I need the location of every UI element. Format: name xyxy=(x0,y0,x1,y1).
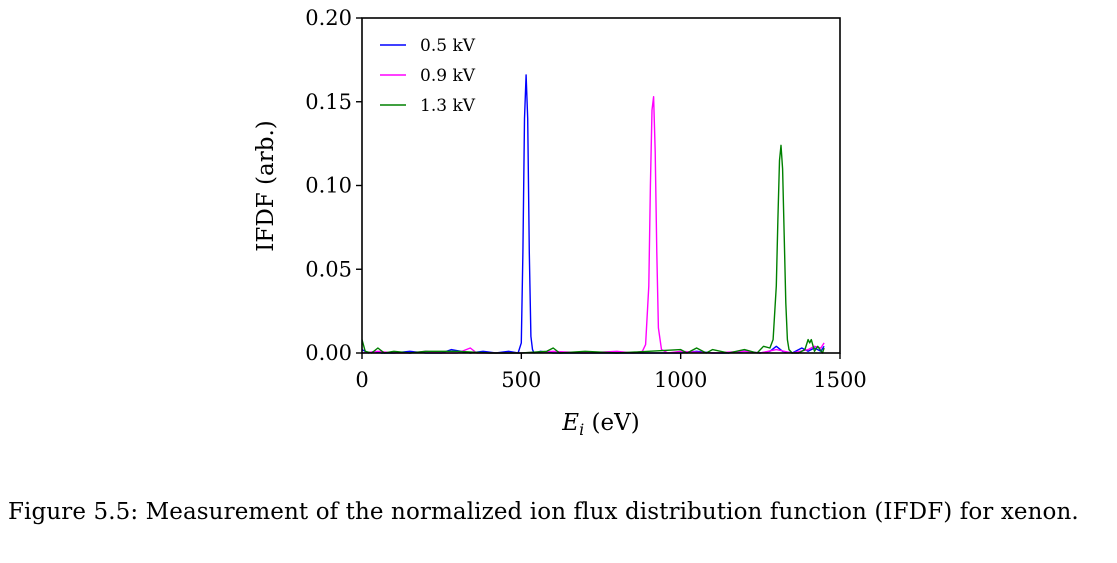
legend-label-3: 1.3 kV xyxy=(420,96,476,116)
ifdf-chart: 0 500 1000 1500 0.00 0.05 0.10 0.15 0.20 Ei (eV… xyxy=(253,6,867,439)
x-axis-label: Ei (eV) xyxy=(561,410,639,439)
x-axis-label-unit: (eV) xyxy=(584,410,639,436)
series-line-2 xyxy=(361,95,825,354)
figure-caption: Figure 5.5: Measurement of the normalize… xyxy=(8,499,1079,525)
y-tick-label: 0.10 xyxy=(305,174,352,198)
x-axis-label-subscript: i xyxy=(579,420,584,439)
x-axis-label-variable: E xyxy=(561,410,579,436)
legend-label-1: 0.5 kV xyxy=(420,36,476,56)
y-tick-label: 0.00 xyxy=(305,341,352,365)
plot-area xyxy=(361,74,825,354)
legend: 0.5 kV 0.9 kV 1.3 kV xyxy=(380,36,476,116)
legend-label-2: 0.9 kV xyxy=(420,66,476,86)
x-tick-label: 1000 xyxy=(654,368,707,392)
x-tick-label: 500 xyxy=(501,368,541,392)
series-line-3 xyxy=(361,144,825,354)
x-axis: 0 500 1000 1500 xyxy=(355,353,867,392)
y-axis: 0.00 0.05 0.10 0.15 0.20 xyxy=(305,6,362,365)
y-axis-label: IFDF (arb.) xyxy=(253,120,279,251)
y-tick-label: 0.15 xyxy=(305,90,352,114)
x-tick-label: 0 xyxy=(355,368,368,392)
y-tick-label: 0.20 xyxy=(305,6,352,30)
y-tick-label: 0.05 xyxy=(305,257,352,281)
series-line-1 xyxy=(361,74,825,354)
x-tick-label: 1500 xyxy=(813,368,866,392)
